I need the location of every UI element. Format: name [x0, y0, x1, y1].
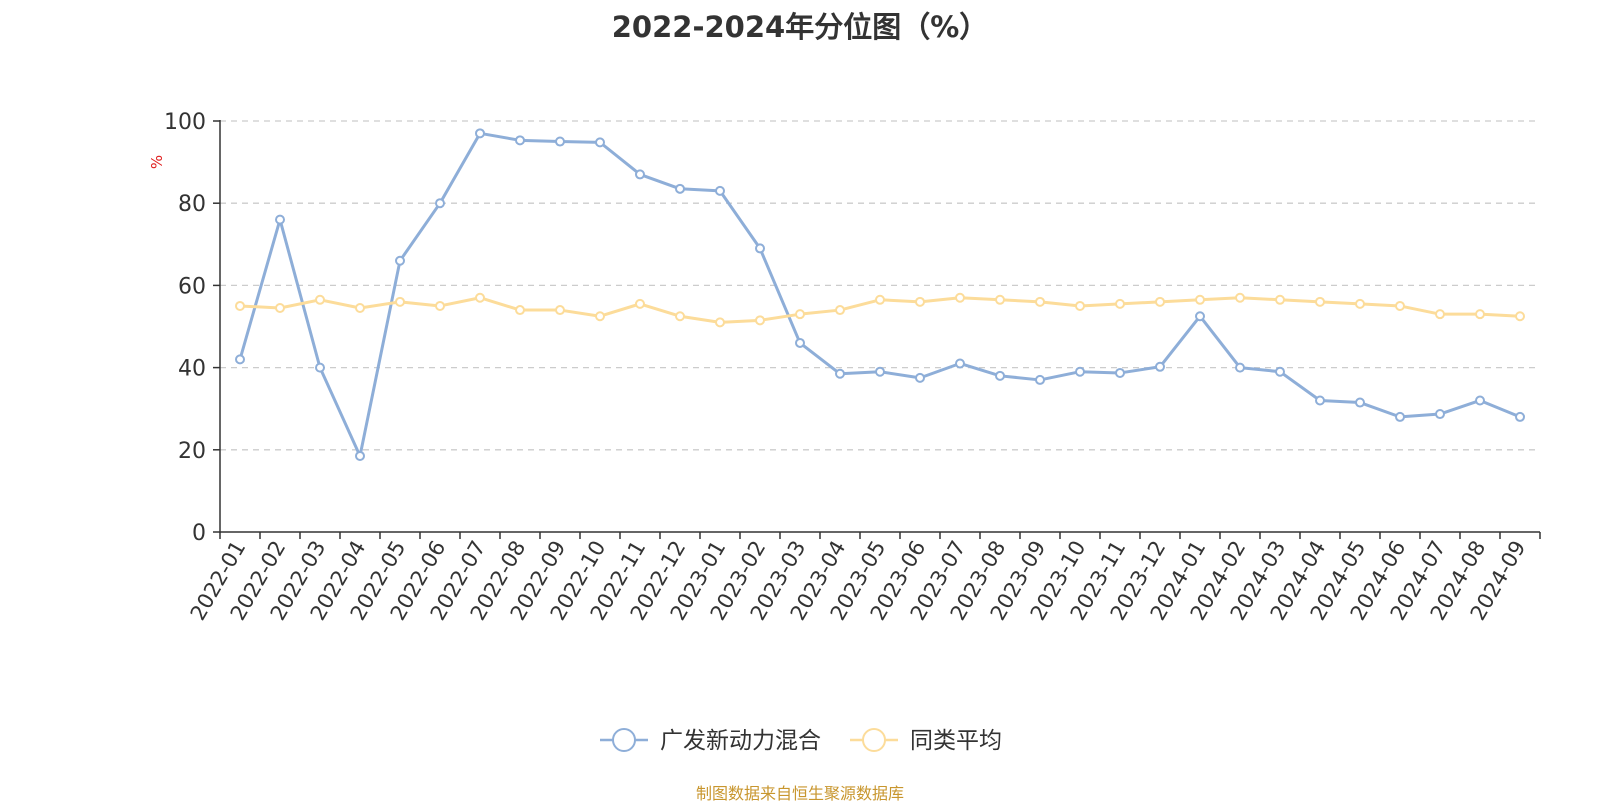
data-point-series-2	[1275, 294, 1285, 305]
y-tick-label: 100	[164, 110, 206, 135]
series-layer	[235, 128, 1525, 461]
data-point-series-1	[555, 136, 565, 147]
data-point-series-1	[235, 354, 245, 365]
legend-label: 同类平均	[910, 728, 1002, 754]
data-point-series-2	[595, 311, 605, 322]
legend-marker	[612, 728, 636, 752]
data-point-series-1	[1155, 361, 1165, 372]
data-point-series-2	[675, 311, 685, 322]
data-point-series-1	[755, 243, 765, 254]
data-point-series-2	[1395, 300, 1405, 311]
data-point-series-2	[1115, 298, 1125, 309]
data-point-series-1	[635, 169, 645, 180]
data-point-series-1	[915, 372, 925, 383]
data-point-series-1	[275, 214, 285, 225]
data-point-series-2	[355, 303, 365, 314]
data-point-series-2	[1075, 300, 1085, 311]
data-point-series-1	[595, 137, 605, 148]
data-point-series-2	[635, 298, 645, 309]
data-point-series-1	[715, 185, 725, 196]
data-point-series-2	[835, 305, 845, 316]
data-point-series-1	[1275, 366, 1285, 377]
data-point-series-2	[875, 294, 885, 305]
data-point-series-1	[795, 337, 805, 348]
data-point-series-1	[515, 135, 525, 146]
data-point-series-2	[715, 317, 725, 328]
data-point-series-1	[1435, 409, 1445, 420]
data-point-series-1	[315, 362, 325, 373]
data-point-series-2	[1155, 296, 1165, 307]
data-point-series-1	[1075, 366, 1085, 377]
data-point-series-2	[475, 292, 485, 303]
y-tick-label: 60	[178, 274, 206, 299]
data-point-series-2	[1435, 309, 1445, 320]
data-point-series-1	[995, 370, 1005, 381]
source-note: 制图数据来自恒生聚源数据库	[695, 784, 904, 803]
y-tick-label: 40	[178, 357, 206, 382]
data-point-series-1	[1115, 367, 1125, 378]
y-axis-label: %	[148, 155, 166, 169]
data-point-series-2	[1235, 292, 1245, 303]
data-point-series-2	[555, 305, 565, 316]
series-line-1	[238, 131, 1521, 458]
data-point-series-2	[1035, 296, 1045, 307]
data-point-series-2	[235, 300, 245, 311]
data-point-series-1	[435, 198, 445, 209]
legend-label: 广发新动力混合	[660, 728, 821, 754]
data-point-series-1	[1355, 397, 1365, 408]
data-point-series-1	[395, 255, 405, 266]
y-tick-label: 20	[178, 439, 206, 464]
data-point-series-1	[475, 128, 485, 139]
legend-item-1[interactable]: 广发新动力混合	[600, 728, 821, 754]
data-point-series-2	[1475, 309, 1485, 320]
data-point-series-1	[355, 450, 365, 461]
data-point-series-2	[755, 315, 765, 326]
data-point-series-2	[315, 294, 325, 305]
data-point-series-1	[1315, 395, 1325, 406]
data-point-series-1	[1035, 374, 1045, 385]
data-point-series-1	[1235, 362, 1245, 373]
data-point-series-2	[1315, 296, 1325, 307]
data-point-series-1	[1195, 311, 1205, 322]
data-point-series-2	[515, 305, 525, 316]
data-point-series-2	[795, 309, 805, 320]
chart-title: 2022-2024年分位图（%）	[611, 10, 989, 44]
data-point-series-2	[1355, 298, 1365, 309]
data-point-series-2	[955, 292, 965, 303]
data-point-series-1	[1515, 411, 1525, 422]
legend-marker	[862, 728, 886, 752]
data-point-series-2	[395, 296, 405, 307]
data-point-series-2	[1515, 311, 1525, 322]
data-point-series-1	[675, 183, 685, 194]
legend-item-2[interactable]: 同类平均	[850, 728, 1002, 754]
y-tick-label: 80	[178, 192, 206, 217]
data-point-series-1	[1395, 411, 1405, 422]
legend[interactable]: 广发新动力混合 同类平均	[600, 728, 1002, 754]
data-point-series-1	[955, 358, 965, 369]
data-point-series-1	[875, 366, 885, 377]
data-point-series-2	[915, 296, 925, 307]
data-point-series-2	[275, 303, 285, 314]
data-point-series-1	[1475, 395, 1485, 406]
data-point-series-2	[1195, 294, 1205, 305]
y-tick-label: 0	[192, 521, 206, 546]
data-point-series-2	[995, 294, 1005, 305]
data-point-series-1	[835, 368, 845, 379]
data-point-series-2	[435, 300, 445, 311]
